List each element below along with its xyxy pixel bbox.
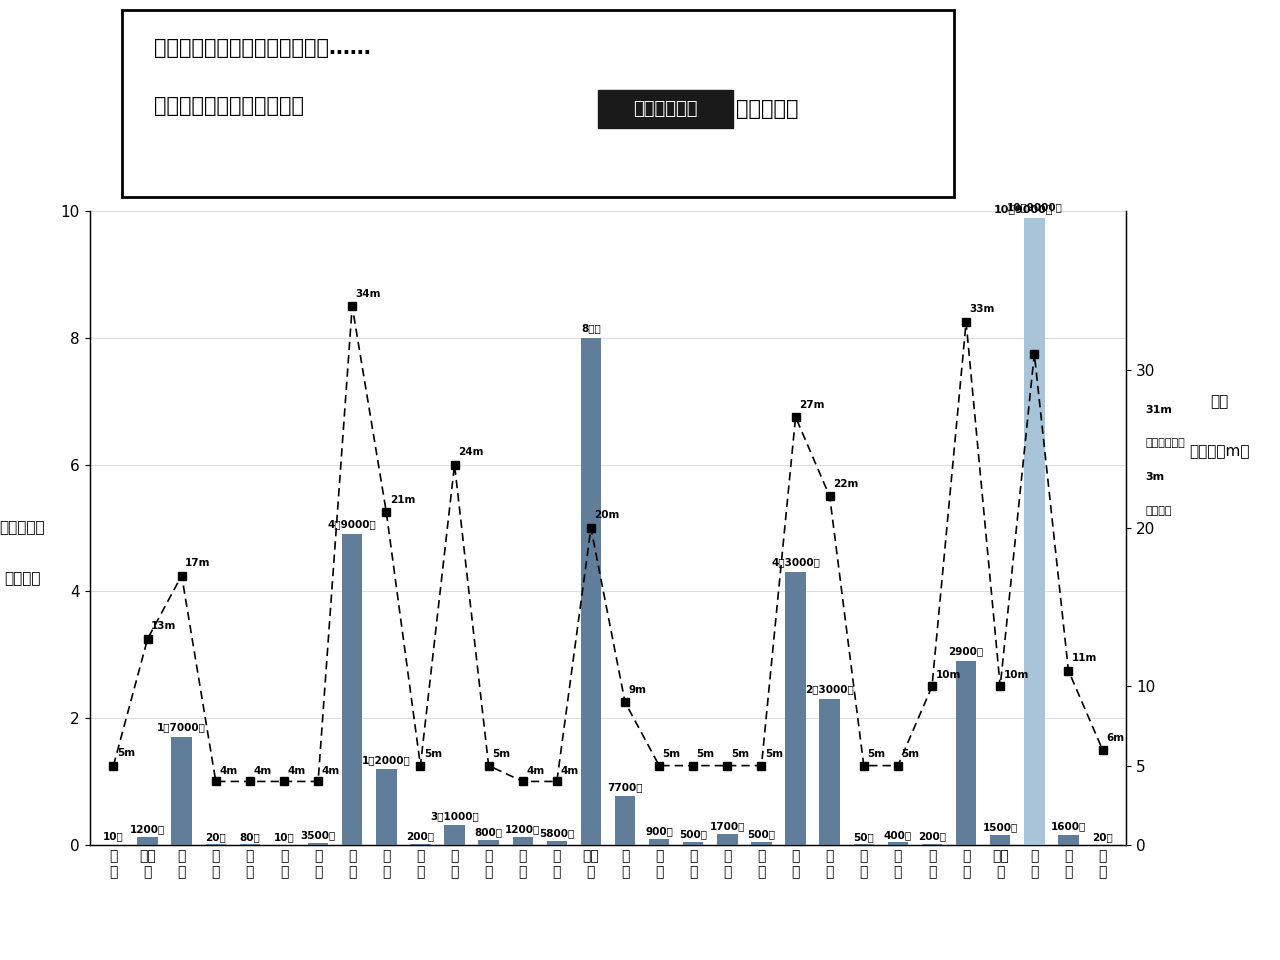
- Text: 合計死者数: 合計死者数: [0, 520, 45, 536]
- Text: 5m: 5m: [901, 749, 919, 759]
- Bar: [137, 837, 157, 845]
- Text: 1200人: 1200人: [131, 824, 165, 834]
- Text: 400人: 400人: [883, 829, 911, 840]
- Text: 11m: 11m: [1071, 653, 1097, 663]
- Bar: [1059, 834, 1079, 845]
- Text: 4m: 4m: [253, 766, 271, 777]
- Text: 10三9000人: 10三9000人: [1006, 203, 1062, 212]
- Text: 27m: 27m: [799, 399, 824, 410]
- Text: 50人: 50人: [854, 832, 874, 842]
- Text: 4m: 4m: [219, 766, 238, 777]
- Text: 13m: 13m: [151, 621, 177, 632]
- Text: 10万9000人: 10万9000人: [993, 204, 1052, 214]
- Bar: [547, 841, 567, 845]
- Text: （万人）: （万人）: [4, 571, 41, 587]
- Text: 17m: 17m: [186, 558, 211, 568]
- Text: 4三9000人: 4三9000人: [328, 519, 376, 529]
- Text: 1600人: 1600人: [1051, 822, 1085, 831]
- Text: 80人: 80人: [239, 831, 260, 842]
- Bar: [786, 572, 806, 845]
- Text: 20人: 20人: [205, 831, 227, 842]
- Text: 1500人: 1500人: [983, 822, 1018, 832]
- Text: 最大高（m）: 最大高（m）: [1189, 444, 1251, 460]
- Bar: [956, 661, 977, 845]
- Bar: [308, 843, 329, 845]
- Text: 南海トラフ巨大地震が起きたら……: 南海トラフ巨大地震が起きたら……: [154, 38, 370, 59]
- Text: 200人: 200人: [918, 831, 946, 841]
- Text: 800人: 800人: [475, 828, 503, 837]
- Text: 10人: 10人: [104, 831, 124, 842]
- Text: 2900人: 2900人: [948, 647, 983, 657]
- Text: 1200人: 1200人: [506, 824, 540, 834]
- Text: 500人: 500人: [748, 829, 776, 839]
- Text: 津波: 津波: [1211, 394, 1229, 409]
- Text: 5m: 5m: [731, 749, 749, 759]
- Text: 5m: 5m: [696, 749, 714, 759]
- Text: 5m: 5m: [868, 749, 886, 759]
- Text: （島しょ部）: （島しょ部）: [1146, 439, 1185, 448]
- Text: 10m: 10m: [1004, 670, 1029, 680]
- Text: （区部）: （区部）: [1146, 506, 1172, 516]
- Text: 都道府県別死者数、津波高: 都道府県別死者数、津波高: [154, 96, 303, 116]
- Text: 4m: 4m: [321, 766, 339, 777]
- Text: 5m: 5m: [663, 749, 681, 759]
- Bar: [172, 737, 192, 845]
- Bar: [479, 840, 499, 845]
- Bar: [581, 338, 602, 845]
- Text: 31m: 31m: [1146, 405, 1172, 415]
- Text: 20人: 20人: [1092, 832, 1112, 842]
- Text: 22m: 22m: [833, 479, 859, 489]
- Text: 10人: 10人: [274, 832, 294, 842]
- Bar: [512, 837, 532, 845]
- Bar: [751, 842, 772, 845]
- Bar: [614, 796, 635, 845]
- Text: 5m: 5m: [116, 748, 134, 758]
- Text: 3m: 3m: [1146, 472, 1165, 482]
- Bar: [410, 844, 430, 845]
- Text: 3500人: 3500人: [301, 830, 335, 840]
- Bar: [649, 839, 669, 845]
- Text: 1万7000人: 1万7000人: [157, 722, 206, 732]
- Text: 10m: 10m: [936, 670, 961, 680]
- Text: 3万1000人: 3万1000人: [430, 811, 479, 822]
- Text: 7700人: 7700人: [607, 782, 643, 792]
- Text: 8万人: 8万人: [581, 323, 600, 333]
- Bar: [1024, 218, 1044, 845]
- Text: 33m: 33m: [969, 304, 995, 315]
- Text: 4m: 4m: [526, 766, 544, 777]
- Bar: [819, 699, 840, 845]
- Bar: [444, 826, 465, 845]
- Bar: [717, 834, 737, 845]
- Text: 5m: 5m: [492, 749, 511, 759]
- Bar: [376, 769, 397, 845]
- Text: 予想グラフ: 予想グラフ: [736, 99, 799, 119]
- Text: 5m: 5m: [424, 749, 442, 759]
- Text: 4m: 4m: [288, 766, 306, 777]
- Text: 5800人: 5800人: [539, 828, 575, 839]
- Text: 1万2000人: 1万2000人: [362, 755, 411, 765]
- Bar: [684, 842, 704, 845]
- Text: 5m: 5m: [765, 749, 783, 759]
- Text: 2万3000人: 2万3000人: [805, 684, 854, 695]
- Text: 200人: 200人: [407, 831, 434, 841]
- Text: 21m: 21m: [389, 494, 415, 505]
- Text: 6m: 6m: [1106, 733, 1124, 743]
- Text: 24m: 24m: [458, 447, 484, 457]
- Text: 500人: 500人: [680, 829, 708, 839]
- Text: 1700人: 1700人: [709, 821, 745, 830]
- Bar: [922, 844, 942, 845]
- Text: 900人: 900人: [645, 827, 673, 836]
- Bar: [342, 535, 362, 845]
- Text: 4m: 4m: [561, 766, 579, 777]
- Text: 9m: 9m: [628, 684, 646, 695]
- Bar: [989, 835, 1010, 845]
- Bar: [887, 842, 908, 845]
- Text: 20m: 20m: [594, 511, 620, 520]
- Text: 34m: 34m: [356, 289, 381, 299]
- Text: 最悪パターン: 最悪パターン: [634, 100, 698, 118]
- Text: 4万3000人: 4万3000人: [771, 558, 820, 567]
